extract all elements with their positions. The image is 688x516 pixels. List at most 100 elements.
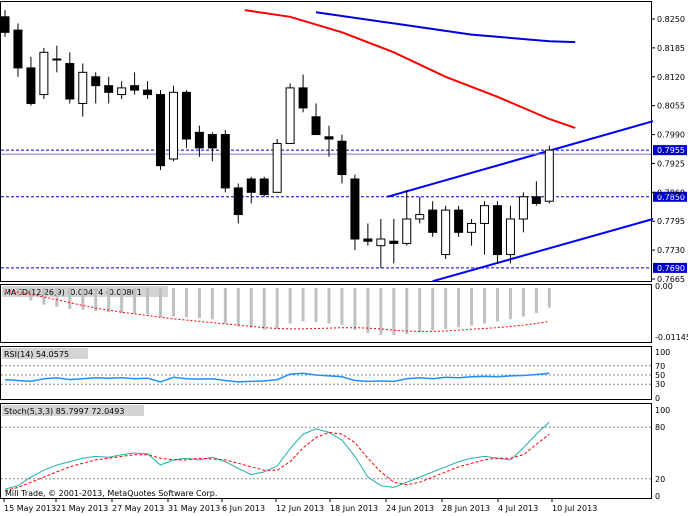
- candle-bear: [259, 178, 269, 196]
- price-tick-label: 0.7665: [657, 275, 685, 284]
- date-tick-label: 18 Jun 2013: [330, 504, 378, 513]
- candle-bull: [441, 209, 451, 256]
- candle-bear: [220, 134, 230, 189]
- stochastic-tick-label: 80: [655, 423, 665, 432]
- price-panel-frame: [0, 1, 652, 282]
- candle-bear: [246, 178, 256, 193]
- date-tick-label: 28 Jun 2013: [442, 504, 490, 513]
- stochastic-tick-label: 0: [655, 492, 660, 501]
- macd-signal-line: [4, 289, 550, 332]
- macd-tick-label: -0.01145: [655, 333, 688, 342]
- macd-axis: 0.00 -0.01145: [655, 282, 688, 342]
- time-axis: 15 May 2013 21 May 2013 27 May 2013 31 May …: [3, 498, 597, 513]
- rsi-tick-label: 0: [655, 394, 660, 403]
- price-marker-label: 0.7850: [657, 193, 685, 202]
- price-tick-label: 0.8250: [657, 15, 685, 24]
- stochastic-tick-label: 100: [655, 406, 670, 415]
- candle-bull: [285, 87, 295, 144]
- macd-panel[interactable]: MACD(12,26,9) -0.00474 -0.00801 0.00 -0.0…: [0, 282, 688, 343]
- horizontal-lines[interactable]: 0.7955 0.7850 0.7690: [1, 145, 687, 273]
- price-tick-label: 0.8055: [657, 102, 685, 111]
- rsi-line: [4, 372, 550, 383]
- candle-bear: [0, 16, 10, 33]
- candle-bull: [518, 196, 528, 220]
- candle-bear: [194, 131, 204, 149]
- macd-label: MACD(12,26,9) -0.00474 -0.00801: [4, 288, 142, 297]
- candle-bear: [454, 209, 464, 233]
- candle-bull: [467, 222, 477, 233]
- candle-bear: [156, 94, 166, 167]
- candle-bull: [117, 87, 127, 96]
- rsi-levels: [1, 365, 651, 385]
- channel-upper-line[interactable]: [387, 120, 654, 198]
- rsi-tick-label: 50: [655, 371, 665, 380]
- price-marker-box: [653, 191, 687, 202]
- stochastic-label: Stoch(5,3,3) 85.7997 72.0493: [4, 407, 124, 416]
- candle-bear: [298, 87, 308, 109]
- candle-bull: [402, 218, 412, 244]
- stochastic-d-line: [4, 431, 550, 492]
- date-tick-label: 12 Jun 2013: [276, 504, 324, 513]
- stochastic-levels: [1, 421, 651, 492]
- candle-bear: [428, 209, 438, 233]
- candle-bear: [104, 85, 114, 93]
- candle-bear: [181, 91, 191, 140]
- candle-bull: [480, 205, 490, 224]
- candle-bull: [505, 218, 515, 256]
- candle-bear: [492, 205, 502, 256]
- rsi-tick-label: 30: [655, 380, 665, 389]
- candle-bear: [337, 140, 347, 176]
- candle-bear: [363, 238, 373, 242]
- date-tick-label: 21 May 2013: [56, 504, 108, 513]
- stochastic-panel-frame: [0, 403, 652, 499]
- candle-bear: [130, 85, 140, 91]
- date-tick-label: 15 May 2013: [4, 504, 56, 513]
- candle-bull: [415, 214, 425, 220]
- stochastic-panel[interactable]: Stoch(5,3,3) 85.7997 72.0493 100 80 20 0 Mi…: [0, 403, 671, 502]
- candle-bull: [376, 238, 386, 247]
- price-axis: 0.8250 0.8185 0.8120 0.8055 0.7990 0.7925 0.78…: [651, 15, 685, 284]
- macd-label-bg: [2, 286, 168, 297]
- date-tick-label: 10 Jul 2013: [552, 504, 597, 513]
- price-tick-label: 0.7860: [657, 188, 685, 197]
- rsi-panel-frame: [0, 346, 652, 400]
- candle-bear: [324, 136, 334, 140]
- macd-panel-frame: [0, 284, 652, 343]
- price-marker-box: [653, 145, 687, 156]
- candle-bear: [65, 62, 75, 100]
- candle-bear: [26, 67, 36, 104]
- ma-red-line: [244, 9, 576, 129]
- candle-bull: [52, 58, 62, 61]
- date-tick-label: 31 May 2013: [168, 504, 220, 513]
- candlesticks: [0, 10, 554, 268]
- rsi-label: RSI(14) 54.0575: [4, 350, 69, 359]
- candle-bear: [143, 89, 153, 96]
- stochastic-axis: 100 80 20 0: [655, 406, 670, 501]
- price-tick-label: 0.8120: [657, 73, 685, 82]
- macd-histogram: [3, 288, 551, 336]
- candle-bear: [207, 134, 217, 149]
- stochastic-label-bg: [2, 405, 144, 416]
- candle-bear: [233, 187, 243, 216]
- moving-averages: [244, 9, 576, 129]
- date-tick-label: 4 Jul 2013: [498, 504, 538, 513]
- candle-bear: [91, 76, 101, 87]
- price-tick-label: 0.7990: [657, 131, 685, 140]
- macd-signal-polyline: [4, 289, 550, 332]
- rsi-tick-label: 100: [655, 348, 670, 357]
- candle-bull: [168, 91, 178, 160]
- stochastic-k-line: [4, 421, 550, 490]
- rsi-label-bg: [2, 348, 88, 359]
- price-marker-box: [653, 262, 687, 273]
- channel-lower-line[interactable]: [432, 218, 654, 283]
- price-marker-label: 0.7955: [657, 146, 685, 155]
- price-channel[interactable]: [387, 120, 654, 283]
- date-tick-label: 27 May 2013: [112, 504, 164, 513]
- rsi-tick-label: 70: [655, 362, 665, 371]
- candle-bull: [544, 149, 554, 202]
